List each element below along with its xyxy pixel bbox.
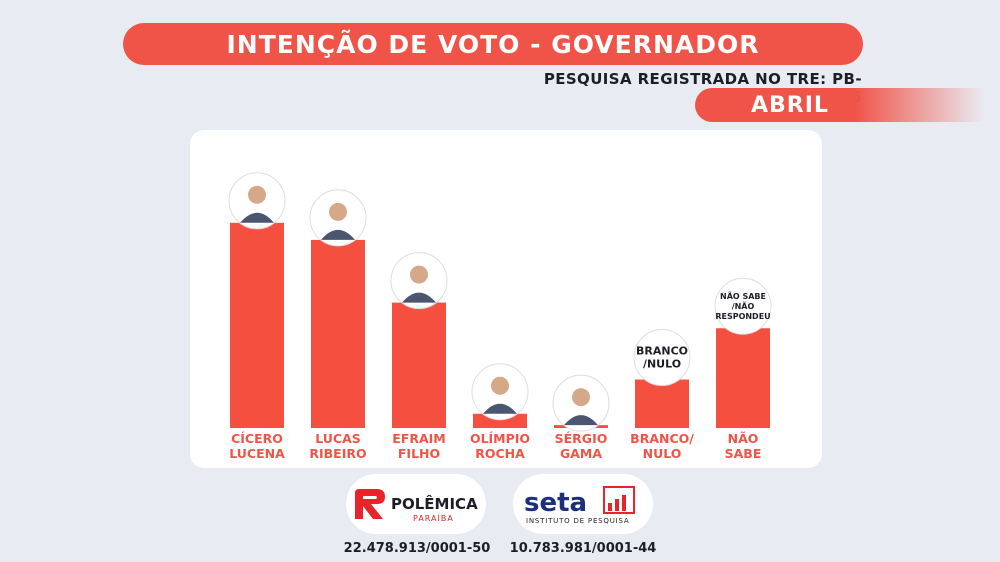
chart-title-text: INTENÇÃO DE VOTO - GOVERNADOR: [226, 29, 760, 59]
polemica-logo-sub: PARAÍBA: [413, 512, 454, 523]
bar-3: [473, 413, 527, 428]
category-label: LUCAS: [315, 431, 361, 446]
category-label: ROCHA: [475, 446, 525, 461]
candidate-photo-icon: [309, 189, 367, 247]
seta-logo-icon: seta INSTITUTO DE PESQUISA: [524, 486, 635, 525]
marker-text: NÃO SABE: [720, 291, 766, 301]
cnpj-seta: 10.783.981/0001-44: [509, 541, 657, 556]
chart-title: INTENÇÃO DE VOTO - GOVERNADOR: [123, 23, 863, 65]
month-label: ABRIL: [751, 92, 829, 118]
candidate-photo-icon: [228, 172, 286, 230]
chart-card: CÍCERO LUCENA LUCAS RIBEIRO EFRAIM FILHO OLÍMP…: [190, 130, 822, 468]
bar-0: [230, 222, 284, 428]
category-label: LUCENA: [229, 446, 285, 461]
marker-label-5: BRANCO/NULO: [633, 329, 691, 387]
category-label: SABE: [725, 446, 762, 461]
marker-text: BRANCO: [636, 345, 688, 358]
month-banner: [695, 88, 985, 122]
marker-text: /NÃO: [732, 301, 755, 311]
marker-text: /NULO: [643, 358, 681, 371]
seta-logo-sub: INSTITUTO DE PESQUISA: [526, 517, 629, 525]
category-label: OLÍMPIO: [470, 431, 530, 446]
bar-5: [635, 379, 689, 428]
marker-text: RESPONDEU: [715, 312, 770, 321]
seta-logo-name: seta: [524, 488, 587, 518]
polemica-logo: POLÊMICA PARAÍBA: [346, 474, 486, 534]
bar-1: [311, 239, 365, 428]
bar-2: [392, 302, 446, 428]
cnpj-polemica: 22.478.913/0001-50: [343, 541, 491, 556]
category-label: BRANCO/: [630, 431, 694, 446]
category-label: CÍCERO: [231, 431, 283, 446]
bar-6: [716, 328, 770, 428]
candidate-photo-icon: [552, 374, 610, 432]
category-label: NÃO: [728, 431, 759, 446]
polemica-logo-icon: POLÊMICA PARAÍBA: [355, 489, 478, 523]
candidate-photo-icon: [390, 252, 448, 310]
category-label: RIBEIRO: [309, 446, 366, 461]
category-label: EFRAIM: [392, 431, 445, 446]
seta-logo: seta INSTITUTO DE PESQUISA: [513, 474, 653, 534]
category-label: FILHO: [398, 446, 440, 461]
category-label: NULO: [643, 446, 682, 461]
polemica-logo-name: POLÊMICA: [391, 494, 478, 513]
candidate-photo-icon: [471, 363, 529, 421]
category-label: GAMA: [560, 446, 602, 461]
category-label: SÉRGIO: [555, 431, 608, 446]
